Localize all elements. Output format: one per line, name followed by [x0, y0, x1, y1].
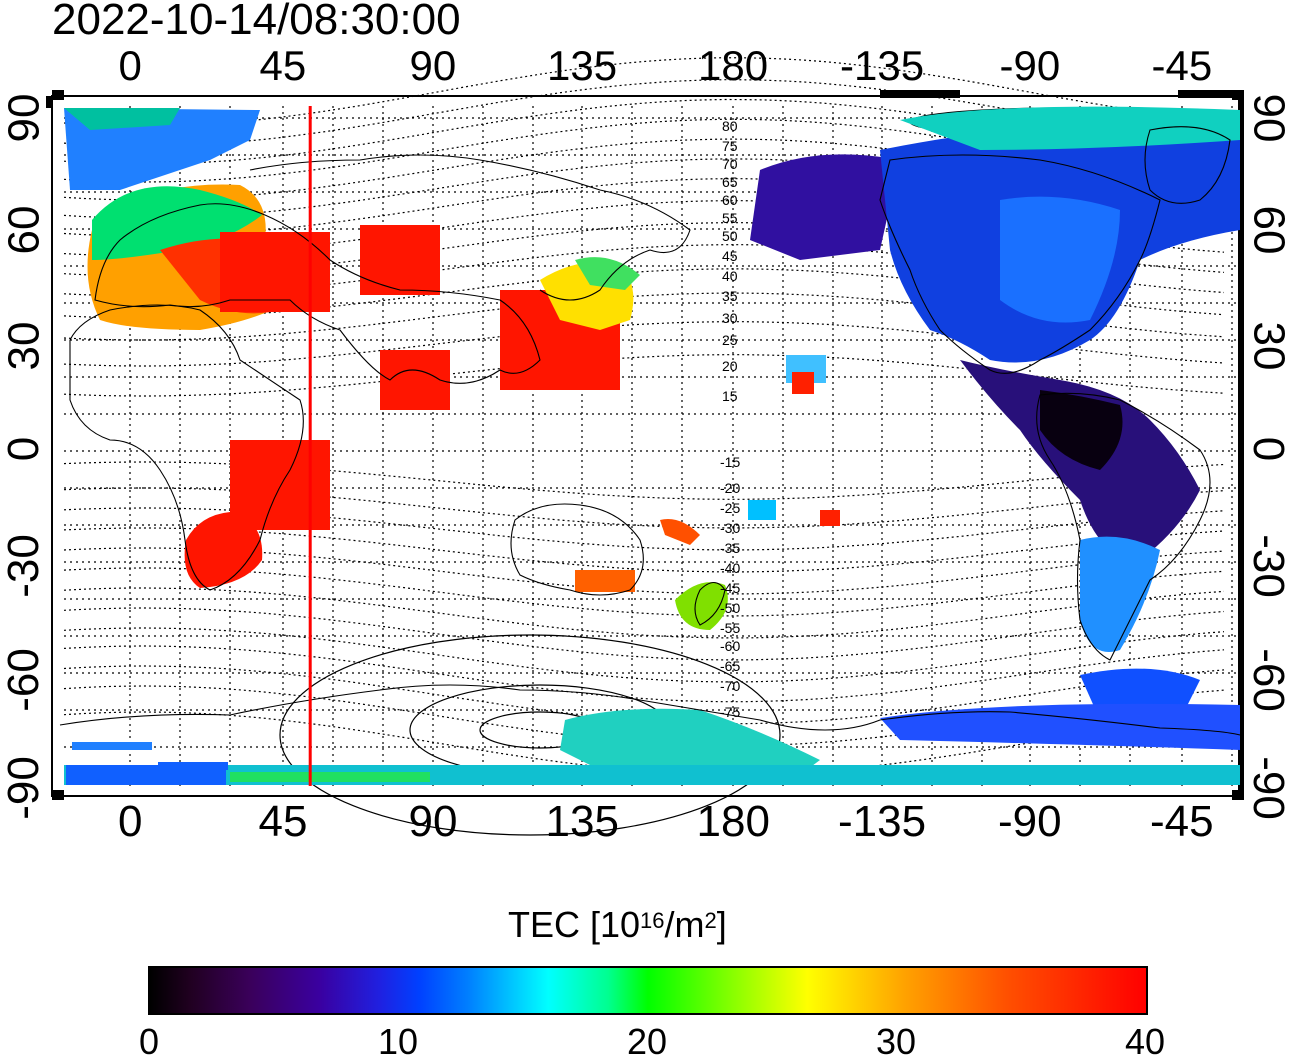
contour-label: 55 — [722, 210, 738, 226]
contour-label: -50 — [720, 600, 740, 616]
magnetic-contour — [63, 645, 1225, 703]
contour-labels: 80 75 70 65 60 55 50 45 40 35 30 25 20 15 -15 -20 -25 -30… — [720, 118, 740, 720]
longitude-label-bottom: -90 — [998, 797, 1062, 846]
latitude-label-right: -30 — [1243, 534, 1293, 598]
contour-label: -60 — [720, 638, 740, 654]
longitude-label-bottom: 45 — [258, 797, 308, 846]
contour-label: -35 — [720, 540, 740, 556]
timestamp-title: 2022-10-14/08:30:00 — [52, 0, 461, 44]
tec-colorbar — [148, 966, 1148, 1015]
tec-data-pacific-spots — [748, 355, 840, 526]
latitude-label-right: 30 — [1243, 321, 1293, 371]
contour-label: -25 — [720, 500, 740, 516]
longitude-label-top: -135 — [840, 42, 925, 89]
longitude-label-bottom: -135 — [838, 797, 927, 846]
magnetic-contour — [63, 461, 1225, 500]
magnetic-contour — [63, 547, 1225, 595]
magnetic-contour — [63, 607, 1225, 661]
contour-label: 35 — [722, 288, 738, 304]
longitude-label-top: 0 — [118, 42, 142, 89]
magnetic-contour — [63, 627, 1225, 683]
magnetic-contour — [63, 507, 1225, 551]
contour-label: 65 — [722, 174, 738, 190]
latitude-label-left: 0 — [0, 436, 49, 462]
coastlines — [59, 126, 1241, 736]
contour-label: 50 — [722, 228, 738, 244]
contour-label: -40 — [720, 560, 740, 576]
contour-label: -65 — [720, 658, 740, 674]
contour-label: 15 — [722, 388, 738, 404]
contour-label: -75 — [720, 704, 740, 720]
tec-data-australia-nz — [560, 519, 820, 777]
magnetic-contour — [63, 354, 1225, 397]
contour-label: -20 — [720, 480, 740, 496]
magnetic-contour — [63, 527, 1225, 573]
latitude-label-left: 30 — [0, 321, 48, 371]
tec-world-map: 80 75 70 65 60 55 50 45 40 35 30 25 20 15 -15 -20 -25 -30… — [46, 57, 1244, 836]
contour-label: -70 — [720, 678, 740, 694]
tec-data-americas — [750, 106, 1240, 750]
latitude-label-right: -60 — [1243, 648, 1293, 712]
longitude-label-bottom: 180 — [696, 797, 770, 846]
longitude-label-top: 135 — [547, 42, 618, 89]
latitude-label-right: -90 — [1243, 756, 1293, 820]
latitude-label-left: -30 — [0, 534, 48, 598]
colorbar-tick-label: 20 — [627, 1021, 668, 1062]
contour-label: 30 — [722, 310, 738, 326]
contour-label: 25 — [722, 332, 738, 348]
latitude-label-left: -90 — [0, 756, 48, 820]
latitude-label-left: -60 — [0, 648, 48, 712]
contour-label: -55 — [720, 620, 740, 636]
longitude-label-bottom: 135 — [545, 797, 619, 846]
colorbar-tick-label: 0 — [139, 1021, 160, 1062]
tec-data-antarctic — [64, 742, 1240, 785]
colorbar-tick-label: 30 — [876, 1021, 917, 1062]
magnetic-pole-contour — [279, 634, 781, 836]
colorbar-title: TEC [1016/m2] — [508, 904, 727, 945]
latitude-label-left: 90 — [0, 93, 48, 143]
latitude-label-left: 60 — [0, 205, 48, 255]
contour-label: 80 — [722, 118, 738, 134]
tec-data-africa-asia — [184, 225, 620, 588]
magnetic-contour — [63, 567, 1225, 617]
longitude-label-bottom: 0 — [118, 797, 143, 846]
magnetic-contour — [63, 587, 1225, 639]
longitude-label-bottom: 90 — [408, 797, 458, 846]
contour-label: 40 — [722, 268, 738, 284]
longitude-label-bottom: -45 — [1150, 797, 1214, 846]
magnetic-contour — [63, 665, 1225, 725]
longitude-label-top: 90 — [409, 42, 457, 89]
contour-label: 20 — [722, 358, 738, 374]
longitude-label-top: 180 — [698, 42, 769, 89]
longitude-label-top: -90 — [999, 42, 1061, 89]
contour-label: 45 — [722, 248, 738, 264]
contour-label: -15 — [720, 454, 740, 470]
colorbar-tick-label: 40 — [1125, 1021, 1166, 1062]
magnetic-contour — [63, 487, 1225, 529]
contour-label: 60 — [722, 192, 738, 208]
tec-data-east-asia — [540, 257, 640, 330]
contour-label: 75 — [722, 138, 738, 154]
latitude-label-right: 60 — [1243, 205, 1293, 255]
longitude-label-top: 45 — [259, 42, 307, 89]
contour-label: 70 — [722, 156, 738, 172]
contour-label: -45 — [720, 580, 740, 596]
longitude-label-top: -45 — [1151, 42, 1213, 89]
contour-label: -30 — [720, 520, 740, 536]
latitude-label-right: 90 — [1243, 93, 1293, 143]
latitude-label-right: 0 — [1244, 436, 1294, 462]
colorbar-tick-label: 10 — [378, 1021, 419, 1062]
